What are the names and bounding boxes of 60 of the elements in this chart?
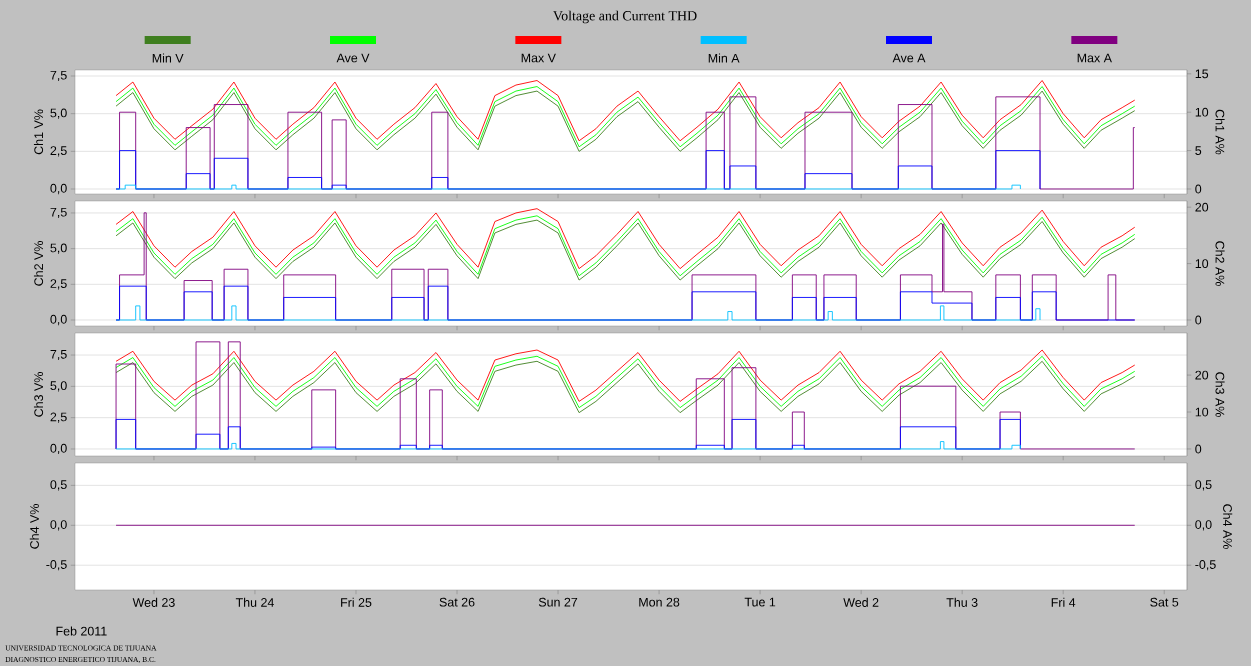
x-tick-label: Sat 26 (439, 597, 475, 607)
legend-label: Ave V (336, 53, 370, 63)
x-tick-label: Wed 23 (132, 597, 175, 607)
x-tick-label: Tue 1 (744, 597, 776, 607)
x-tick-label: Sat 5 (1150, 597, 1179, 607)
chart-title: Voltage and Current THD (553, 10, 697, 24)
line-series (115, 349, 1136, 402)
line-series (115, 305, 1041, 321)
y2-tick-label: 10 (1195, 407, 1209, 417)
line-series (115, 80, 1136, 142)
y-tick-label: 5,0 (50, 243, 67, 254)
y-tick-label: 0,0 (50, 520, 67, 531)
y2-axis-title: Ch1 A% (1215, 109, 1225, 155)
y2-tick-label: 20 (1195, 370, 1209, 380)
x-tick-label: Fri 4 (1051, 597, 1076, 607)
x-axis-title: Feb 2011 (56, 626, 107, 636)
y-tick-label: 2,5 (50, 146, 67, 157)
y-axis-title: Ch3 V% (33, 372, 44, 417)
legend-label: Min V (152, 53, 184, 63)
y2-axis-title: Ch3 A% (1215, 372, 1225, 417)
y2-tick-label: -0,5 (1195, 560, 1216, 571)
x-tick-label: Sun 27 (538, 597, 578, 607)
y2-tick-label: 0 (1195, 184, 1202, 194)
y-tick-label: 2,5 (50, 412, 67, 423)
y2-tick-label: 15 (1195, 69, 1209, 79)
y2-tick-label: 20 (1195, 202, 1209, 212)
y2-tick-label: 0 (1195, 444, 1202, 454)
x-tick-label: Thu 3 (946, 597, 978, 607)
y2-tick-label: 0,0 (1195, 520, 1212, 531)
y-tick-label: 2,5 (50, 279, 67, 290)
legend-label: Max A (1077, 53, 1112, 63)
line-series (115, 441, 1021, 450)
y2-tick-label: 5 (1195, 146, 1202, 155)
y-tick-label: -0,5 (46, 560, 67, 571)
x-tick-label: Thu 24 (235, 597, 274, 607)
y-tick-label: 7,5 (50, 70, 67, 82)
y-tick-label: 0,0 (50, 443, 67, 455)
legend-label: Ave A (892, 53, 926, 63)
y2-tick-label: 0,5 (1195, 480, 1212, 491)
y2-axis-title: Ch4 A% (1223, 504, 1233, 549)
x-tick-label: Fri 25 (341, 597, 372, 607)
y-tick-label: 7,5 (50, 207, 67, 219)
y2-tick-label: 10 (1195, 107, 1209, 117)
y-axis-title: Ch1 V% (33, 109, 44, 155)
y-tick-label: 5,0 (50, 108, 67, 119)
line-series (115, 208, 1136, 270)
legend-label: Max V (521, 53, 556, 63)
y-tick-label: 7,5 (50, 349, 67, 361)
y-axis-title: Ch2 V% (33, 241, 44, 286)
y-tick-label: 0,5 (50, 480, 67, 491)
y-axis-title: Ch4 V% (29, 504, 39, 549)
x-tick-label: Wed 2 (843, 597, 879, 607)
legend-label: Min A (708, 53, 740, 63)
x-tick-label: Mon 28 (639, 597, 680, 607)
y-tick-label: 0,0 (50, 314, 67, 326)
y2-tick-label: 0 (1195, 315, 1202, 325)
y2-axis-title: Ch2 A% (1215, 241, 1225, 286)
y2-tick-label: 10 (1195, 259, 1209, 269)
y-tick-label: 5,0 (50, 381, 67, 392)
y-tick-label: 0,0 (50, 183, 67, 195)
